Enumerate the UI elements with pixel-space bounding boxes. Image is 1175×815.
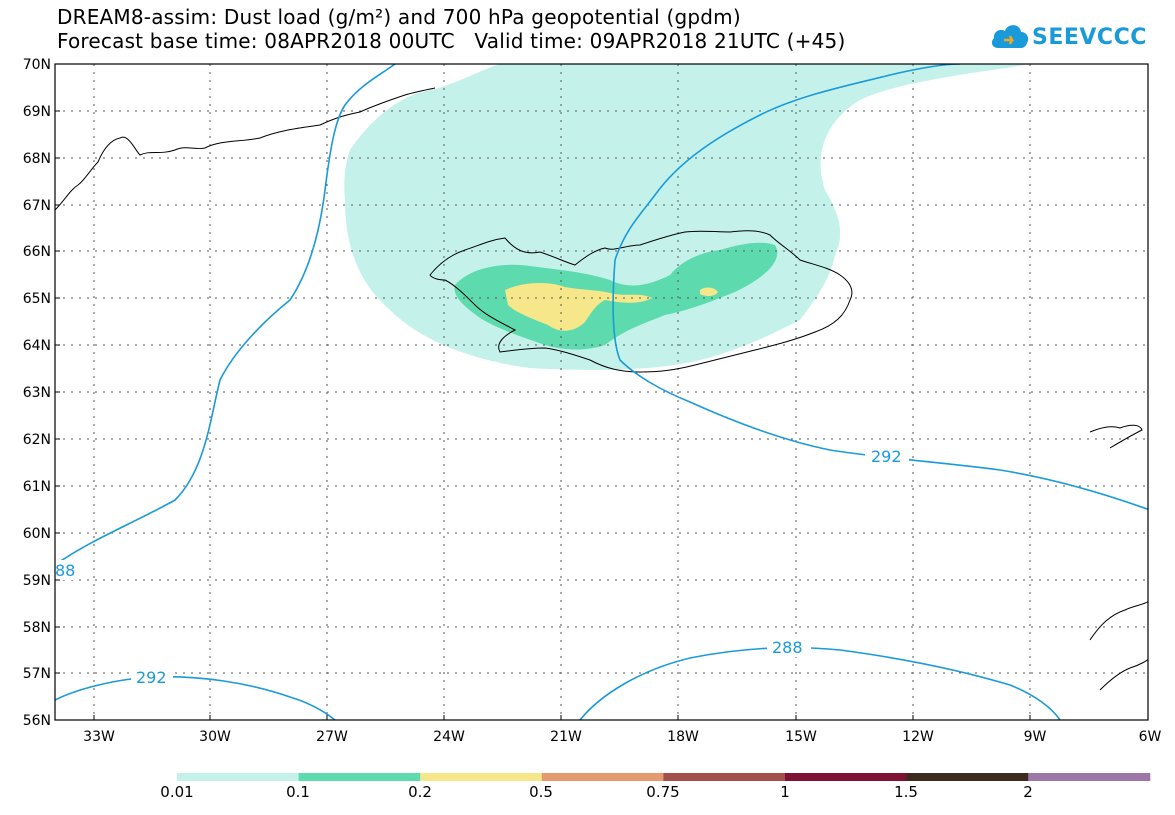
colorbar-swatch [906, 773, 1029, 781]
lat-label: 67N [23, 198, 51, 214]
lat-label: 70N [23, 57, 51, 73]
colorbar-label: 0.1 [286, 783, 310, 801]
colorbar-label: 0.75 [646, 783, 680, 801]
lon-label: 21W [550, 729, 582, 745]
faroe-islands [1089, 424, 1143, 449]
lon-label: 30W [199, 729, 231, 745]
lat-labels: 70N 69N 68N 67N 66N 65N 64N 63N 62N 61N … [23, 57, 51, 729]
lon-label: 15W [785, 729, 817, 745]
cloud-icon [991, 25, 1029, 48]
greenland-coast [55, 87, 436, 211]
colorbar-label: 1 [780, 783, 790, 801]
colorbar-label: 0.2 [408, 783, 432, 801]
map-title-line1: DREAM8-assim: Dust load (g/m²) and 700 h… [57, 5, 741, 29]
lon-label: 9W [1024, 729, 1047, 745]
contour-288-south [579, 646, 1061, 720]
lat-label: 62N [23, 432, 51, 448]
lat-label: 68N [23, 151, 51, 167]
coastlines [55, 87, 1148, 691]
lon-label: 6W [1139, 729, 1162, 745]
colorbar-swatch [541, 773, 664, 781]
dust-area-0.2 [505, 283, 652, 331]
lon-label: 12W [902, 729, 934, 745]
lat-label: 61N [23, 479, 51, 495]
logo-text: SEEVCCC [1032, 25, 1147, 50]
lon-label: 24W [433, 729, 465, 745]
colorbar-label: 0.01 [160, 783, 194, 801]
scotland-coast [1089, 600, 1148, 691]
lat-label: 59N [23, 573, 51, 589]
grid [55, 64, 1148, 720]
lat-label: 56N [23, 713, 51, 729]
lon-label: 27W [316, 729, 348, 745]
contour-288-west [55, 64, 396, 566]
colorbar-swatch [420, 773, 543, 781]
lat-label: 57N [23, 666, 51, 682]
contour-label-88: 88 [55, 561, 75, 580]
contour-label-292: 292 [871, 447, 902, 466]
lat-label: 58N [23, 620, 51, 636]
colorbar [177, 773, 1151, 781]
dust-area-0.2-east [700, 287, 718, 297]
colorbar-swatch [663, 773, 786, 781]
colorbar-swatch [177, 773, 300, 781]
lon-labels: 33W 30W 27W 24W 21W 18W 15W 12W 9W 6W [83, 729, 1161, 745]
iceland-coast [429, 230, 853, 373]
contour-label-292-sw: 292 [136, 668, 167, 687]
map-title-line2: Forecast base time: 08APR2018 00UTC Vali… [57, 29, 846, 53]
colorbar-swatch [298, 773, 421, 781]
lon-label: 18W [667, 729, 699, 745]
lat-label: 65N [23, 291, 51, 307]
lat-label: 60N [23, 526, 51, 542]
colorbar-swatch [1028, 773, 1151, 781]
geopotential-contours [55, 64, 1148, 720]
ticks [55, 63, 1149, 721]
colorbar-label: 0.5 [529, 783, 553, 801]
contour-292-north [614, 64, 961, 261]
colorbar-label: 1.5 [894, 783, 918, 801]
colorbar-swatch [785, 773, 908, 781]
dust-area-0.01 [344, 64, 1030, 370]
lat-label: 64N [23, 338, 51, 354]
contour-label-288: 288 [772, 638, 803, 657]
contour-292-southwest [55, 675, 336, 720]
lat-label: 63N [23, 385, 51, 401]
contour-292-east [612, 259, 1148, 511]
lat-label: 69N [23, 104, 51, 120]
logo: SEEVCCC [990, 18, 1146, 58]
colorbar-label: 2 [1023, 783, 1033, 801]
lat-label: 66N [23, 244, 51, 260]
lon-label: 33W [83, 729, 115, 745]
